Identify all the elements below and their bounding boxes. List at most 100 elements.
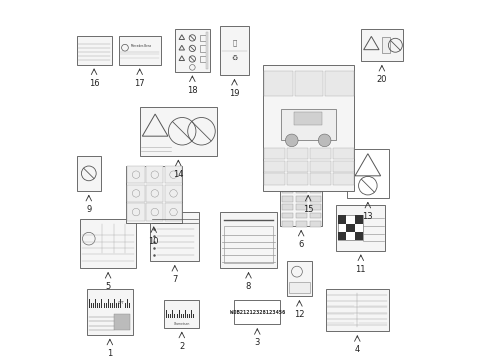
Bar [338, 232, 346, 240]
Bar [101, 298, 102, 308]
Bar [264, 161, 285, 172]
Text: 17: 17 [134, 78, 145, 87]
Text: 6: 6 [298, 240, 304, 249]
Bar [93, 303, 94, 308]
Bar [118, 303, 119, 308]
Bar [165, 185, 182, 202]
Text: 1: 1 [107, 349, 113, 358]
Bar [264, 173, 285, 185]
Bar [106, 303, 107, 308]
Bar [310, 212, 321, 219]
Bar [108, 298, 109, 308]
Bar [220, 26, 248, 75]
Bar [165, 203, 182, 221]
Bar [295, 196, 307, 202]
Bar [281, 187, 293, 193]
Bar [264, 71, 293, 96]
Bar [185, 310, 186, 318]
Bar [206, 32, 209, 69]
Bar [287, 173, 308, 185]
Bar [310, 221, 321, 227]
Bar [310, 196, 321, 202]
Bar [170, 314, 171, 318]
Bar [91, 303, 92, 308]
Text: 3: 3 [255, 338, 260, 347]
Bar [87, 289, 133, 335]
Bar [164, 300, 199, 328]
Text: 4: 4 [355, 345, 360, 354]
Bar [295, 187, 307, 193]
Bar [294, 112, 322, 125]
Bar [333, 161, 354, 172]
Bar [140, 107, 217, 156]
Bar [183, 314, 184, 318]
Bar [110, 303, 111, 308]
Bar [310, 187, 321, 193]
Bar [165, 166, 182, 183]
Bar [287, 148, 308, 159]
Bar [361, 30, 403, 61]
Bar [176, 314, 177, 318]
Bar [281, 221, 293, 227]
Bar [127, 298, 128, 308]
Text: 18: 18 [187, 86, 197, 95]
Bar [191, 310, 192, 318]
Text: Olametsen: Olametsen [173, 323, 190, 327]
Bar [95, 298, 96, 308]
Bar [338, 215, 363, 240]
Bar [119, 36, 161, 64]
Bar [281, 212, 293, 219]
Circle shape [318, 134, 331, 147]
Bar [172, 310, 173, 318]
Bar [124, 303, 125, 308]
Text: WDB21212328123456: WDB21212328123456 [230, 310, 285, 315]
Bar [310, 148, 331, 159]
Bar [281, 196, 293, 202]
Bar [220, 212, 276, 268]
Bar [295, 212, 307, 219]
Bar [187, 314, 188, 318]
Bar [264, 148, 285, 159]
Text: 5: 5 [105, 282, 111, 291]
Text: 12: 12 [294, 310, 305, 319]
Bar [294, 71, 323, 96]
Bar [174, 314, 175, 318]
Bar [338, 215, 346, 224]
Text: ♻: ♻ [231, 55, 238, 61]
Bar [310, 173, 331, 185]
Bar [116, 303, 117, 308]
Bar [80, 219, 136, 268]
Bar [280, 184, 322, 226]
Bar [200, 35, 206, 41]
Text: CPT: CPT [118, 301, 124, 305]
Bar [76, 156, 101, 191]
Bar [115, 314, 130, 330]
Bar [281, 204, 293, 210]
Bar [289, 282, 310, 293]
Bar [146, 166, 164, 183]
Bar [189, 314, 190, 318]
Text: 19: 19 [229, 89, 240, 98]
Bar [200, 45, 206, 52]
Bar [125, 166, 182, 222]
Bar [333, 148, 354, 159]
Bar [355, 215, 363, 224]
Bar [333, 173, 354, 185]
Bar [295, 204, 307, 210]
Text: 8: 8 [246, 282, 251, 291]
Bar [310, 161, 331, 172]
Text: 20: 20 [377, 75, 387, 84]
Bar [112, 303, 113, 308]
Bar [179, 310, 180, 318]
Bar [325, 71, 354, 96]
Text: 16: 16 [89, 78, 99, 87]
Text: 11: 11 [356, 265, 366, 274]
Bar [194, 314, 195, 318]
Bar [122, 303, 123, 308]
Bar [168, 314, 169, 318]
Text: 15: 15 [303, 205, 314, 214]
Bar [97, 303, 98, 308]
Bar [224, 226, 273, 262]
Bar [200, 55, 206, 62]
Bar [295, 221, 307, 227]
